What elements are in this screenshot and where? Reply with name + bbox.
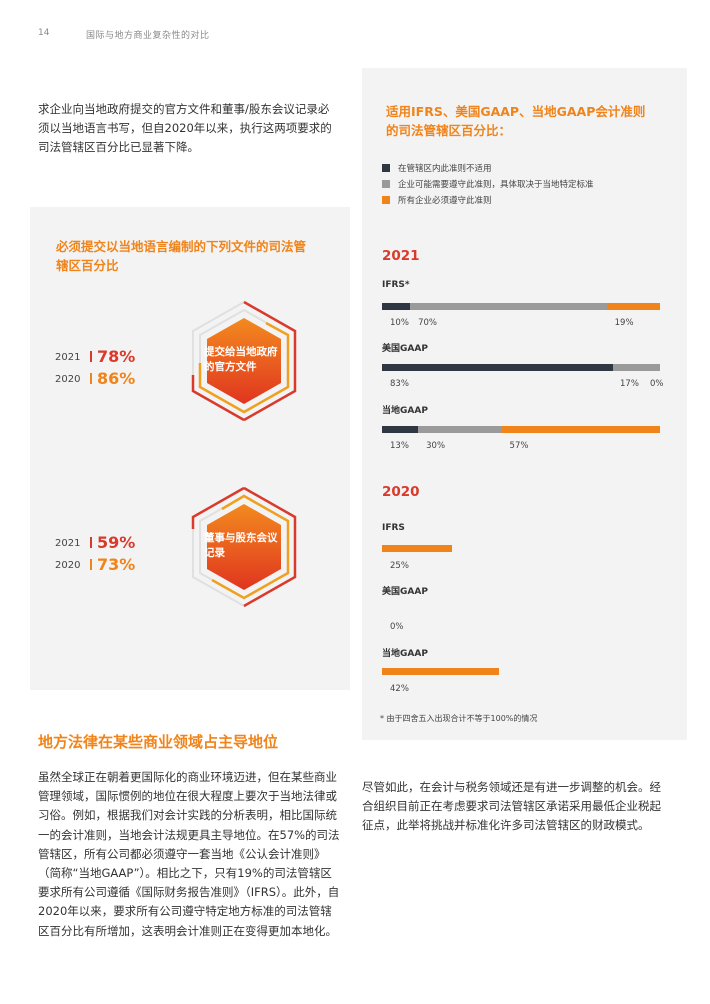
hexagon-label: 董事与股东会议记录 <box>204 532 278 559</box>
row-label: 美国GAAP <box>382 344 428 354</box>
stat-2021-official-docs: 2021 78% <box>55 347 135 366</box>
row-label: 美国GAAP <box>382 587 428 597</box>
bar-segment <box>418 426 502 433</box>
bar-value-label: 0% <box>390 622 404 632</box>
row-label: IFRS <box>382 523 405 533</box>
hexagon-label: 提交给当地政府的官方文件 <box>204 346 278 373</box>
legend-label: 所有企业必须遵守此准则 <box>398 196 492 206</box>
stacked-bar <box>382 426 660 433</box>
body-paragraph-left: 虽然全球正在朝着更国际化的商业环境迈进，但在某些商业管理领域，国际惯例的地位在很… <box>38 770 340 938</box>
bar-segment <box>410 303 607 310</box>
stat-2020-official-docs: 2020 86% <box>55 369 135 388</box>
row-label: 当地GAAP <box>382 406 428 416</box>
bar-segment <box>382 303 411 310</box>
running-title: 国际与地方商业复杂性的对比 <box>86 31 210 41</box>
bar-value-label: 30% <box>426 441 446 451</box>
single-bar <box>382 668 660 675</box>
single-bar <box>382 545 660 552</box>
page-number: 14 <box>38 28 50 38</box>
bar-value-label: 70% <box>418 318 437 328</box>
bar-value-label: 83% <box>390 379 409 389</box>
year-label: 2021 <box>55 537 81 549</box>
stacked-bar <box>382 303 660 310</box>
row-label: 当地GAAP <box>382 649 428 659</box>
year-label: 2020 <box>55 559 81 571</box>
single-bar <box>382 606 660 613</box>
language-panel-title: 必须提交以当地语言编制的下列文件的司法管辖区百分比 <box>56 239 307 273</box>
legend-swatch <box>382 164 390 172</box>
year-label: 2020 <box>55 373 81 385</box>
stat-2020-board-minutes: 2020 73% <box>55 555 135 574</box>
row-label: IFRS* <box>382 280 410 290</box>
rounding-footnote: * 由于四舍五入出现合计不等于100%的情况 <box>380 714 538 723</box>
hexagon-official-docs: 提交给当地政府的官方文件 <box>182 299 306 423</box>
legend-item: 企业可能需要遵守此准则，具体取决于当地特定标准 <box>382 176 594 192</box>
stacked-bar <box>382 364 660 371</box>
legend-swatch <box>382 180 390 188</box>
legend-item: 所有企业必须遵守此准则 <box>382 192 594 208</box>
legend-item: 在管辖区内此准则不适用 <box>382 160 594 176</box>
bar-value-label: 13% <box>390 441 409 451</box>
bar-value-label: 17% <box>620 379 639 389</box>
accounting-standards-panel: 适用IFRS、美国GAAP、当地GAAP会计准则的司法管辖区百分比： 在管辖区内… <box>362 68 687 740</box>
bar-segment <box>382 668 499 675</box>
bar-segment <box>382 364 613 371</box>
legend-label: 企业可能需要遵守此准则，具体取决于当地特定标准 <box>398 180 594 190</box>
year-label: 2021 <box>55 351 81 363</box>
bar-segment <box>606 303 660 310</box>
bar-segment <box>382 426 419 433</box>
intro-paragraph: 求企业向当地政府提交的官方文件和董事/股东会议记录必须以当地语言书写，但自202… <box>38 102 332 154</box>
legend-swatch <box>382 196 390 204</box>
legend-label: 在管辖区内此准则不适用 <box>398 164 492 174</box>
bar-segment <box>612 364 660 371</box>
bar-segment <box>501 426 660 433</box>
stat-2021-board-minutes: 2021 59% <box>55 533 135 552</box>
bar-value-label: 19% <box>614 318 634 328</box>
bar-value-label: 10% <box>390 318 409 328</box>
bar-value-label: 42% <box>390 684 409 694</box>
section-heading: 地方法律在某些商业领域占主导地位 <box>38 733 279 751</box>
bar-value-label: 0% <box>650 379 664 389</box>
bar-segment <box>382 545 452 552</box>
percent-value: 73% <box>97 555 136 574</box>
hexagon-board-minutes: 董事与股东会议记录 <box>182 485 306 609</box>
year-heading-2020: 2020 <box>382 484 420 500</box>
bar-value-label: 25% <box>390 561 409 571</box>
language-requirement-panel: 必须提交以当地语言编制的下列文件的司法管辖区百分比 2021 78% 2020 86… <box>30 207 350 690</box>
percent-value: 59% <box>97 533 136 552</box>
accounting-panel-title: 适用IFRS、美国GAAP、当地GAAP会计准则的司法管辖区百分比： <box>386 104 646 138</box>
chart-legend: 在管辖区内此准则不适用 企业可能需要遵守此准则，具体取决于当地特定标准 所有企业… <box>382 160 594 208</box>
percent-value: 78% <box>97 347 136 366</box>
year-heading-2021: 2021 <box>382 248 420 264</box>
percent-value: 86% <box>97 369 136 388</box>
body-paragraph-right: 尽管如此，在会计与税务领域还是有进一步调整的机会。经合组织目前正在考虑要求司法管… <box>362 780 661 833</box>
bar-value-label: 57% <box>509 441 529 451</box>
